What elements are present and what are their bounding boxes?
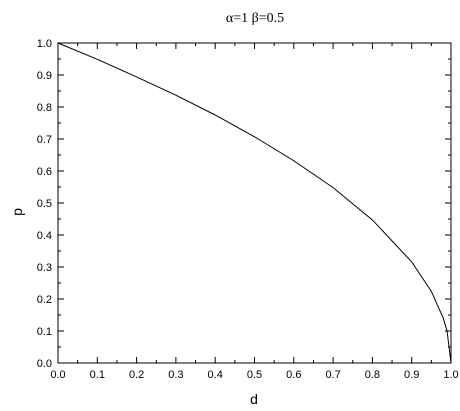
chart-title: α=1 β=0.5 xyxy=(226,11,284,26)
y-tick-label: 0.2 xyxy=(37,294,52,306)
plot-frame xyxy=(57,42,452,364)
y-tick-label: 0.9 xyxy=(37,70,52,82)
y-tick-label: 0.5 xyxy=(37,198,52,210)
y-tick-label: 0.1 xyxy=(37,326,52,338)
x-tick-label: 0.9 xyxy=(404,369,419,381)
y-tick-label: 0.8 xyxy=(37,102,52,114)
y-tick-label: 0.3 xyxy=(37,262,52,274)
x-tick-label: 0.5 xyxy=(247,369,262,381)
y-tick-label: 0.4 xyxy=(37,230,52,242)
x-tick-label: 0.0 xyxy=(50,369,65,381)
x-tick-label: 0.7 xyxy=(325,369,340,381)
y-tick-label: 0.0 xyxy=(37,358,52,370)
series-line xyxy=(57,42,452,364)
x-tick-label: 0.1 xyxy=(90,369,105,381)
y-axis-ticks: 0.0 0.1 0.2 0.3 0.4 0.5 0.6 0.7 0.8 0.9 1.0 xyxy=(37,38,451,370)
x-tick-label: 0.2 xyxy=(129,369,144,381)
y-tick-label: 1.0 xyxy=(37,38,52,50)
y-tick-label: 0.6 xyxy=(37,166,52,178)
x-tick-label: 0.4 xyxy=(208,369,223,381)
x-tick-label: 0.8 xyxy=(365,369,380,381)
x-tick-label: 1.0 xyxy=(443,369,458,381)
x-tick-label: 0.6 xyxy=(286,369,301,381)
x-tick-label: 0.3 xyxy=(168,369,183,381)
x-axis-ticks: 0.0 0.1 0.2 0.3 0.4 0.5 0.6 0.7 0.8 0.9 1.0 xyxy=(50,43,459,381)
y-axis-title: p xyxy=(9,208,25,216)
x-axis-title: d xyxy=(250,391,258,407)
y-tick-label: 0.7 xyxy=(37,134,52,146)
